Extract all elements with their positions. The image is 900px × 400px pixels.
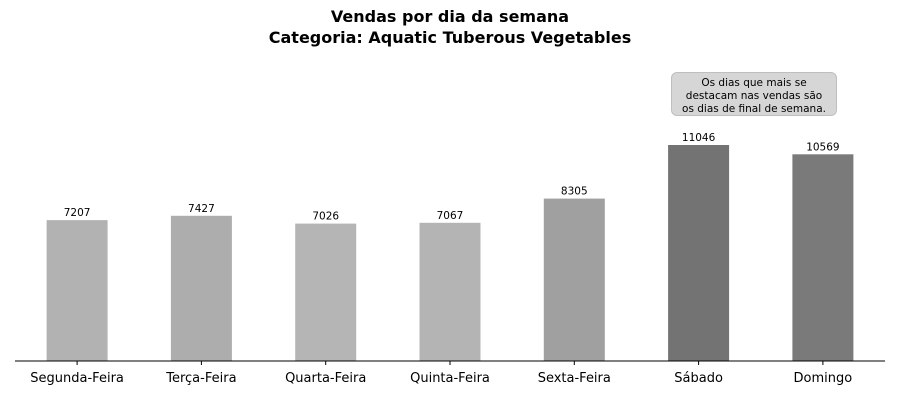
data-label-1: 7427 — [188, 203, 215, 215]
annotation-box: Os dias que mais se destacam nas vendas … — [671, 72, 837, 116]
chart-title: Vendas por dia da semana — [330, 7, 570, 26]
x-tick-label-3: Quinta-Feira — [410, 371, 490, 386]
bar-5 — [668, 145, 730, 361]
data-label-5: 11046 — [682, 132, 716, 144]
bar-0 — [46, 220, 108, 361]
x-tick-label-1: Terça-Feira — [165, 371, 236, 386]
bar-2 — [295, 223, 357, 361]
x-tick-label-6: Domingo — [794, 371, 853, 386]
x-tick-label-2: Quarta-Feira — [285, 371, 366, 386]
data-label-3: 7067 — [437, 210, 464, 222]
data-label-6: 10569 — [806, 141, 839, 153]
x-tick-label-4: Sexta-Feira — [538, 371, 611, 386]
bar-4 — [543, 198, 605, 361]
x-tick-label-5: Sábado — [674, 371, 723, 386]
bar-1 — [170, 215, 232, 361]
data-label-2: 7026 — [312, 211, 339, 223]
bar-6 — [792, 154, 854, 361]
data-label-0: 7207 — [64, 207, 91, 219]
x-tick-label-0: Segunda-Feira — [30, 371, 124, 386]
bar-3 — [419, 222, 481, 361]
data-label-4: 8305 — [561, 186, 588, 198]
chart-subtitle: Categoria: Aquatic Tuberous Vegetables — [268, 28, 632, 47]
